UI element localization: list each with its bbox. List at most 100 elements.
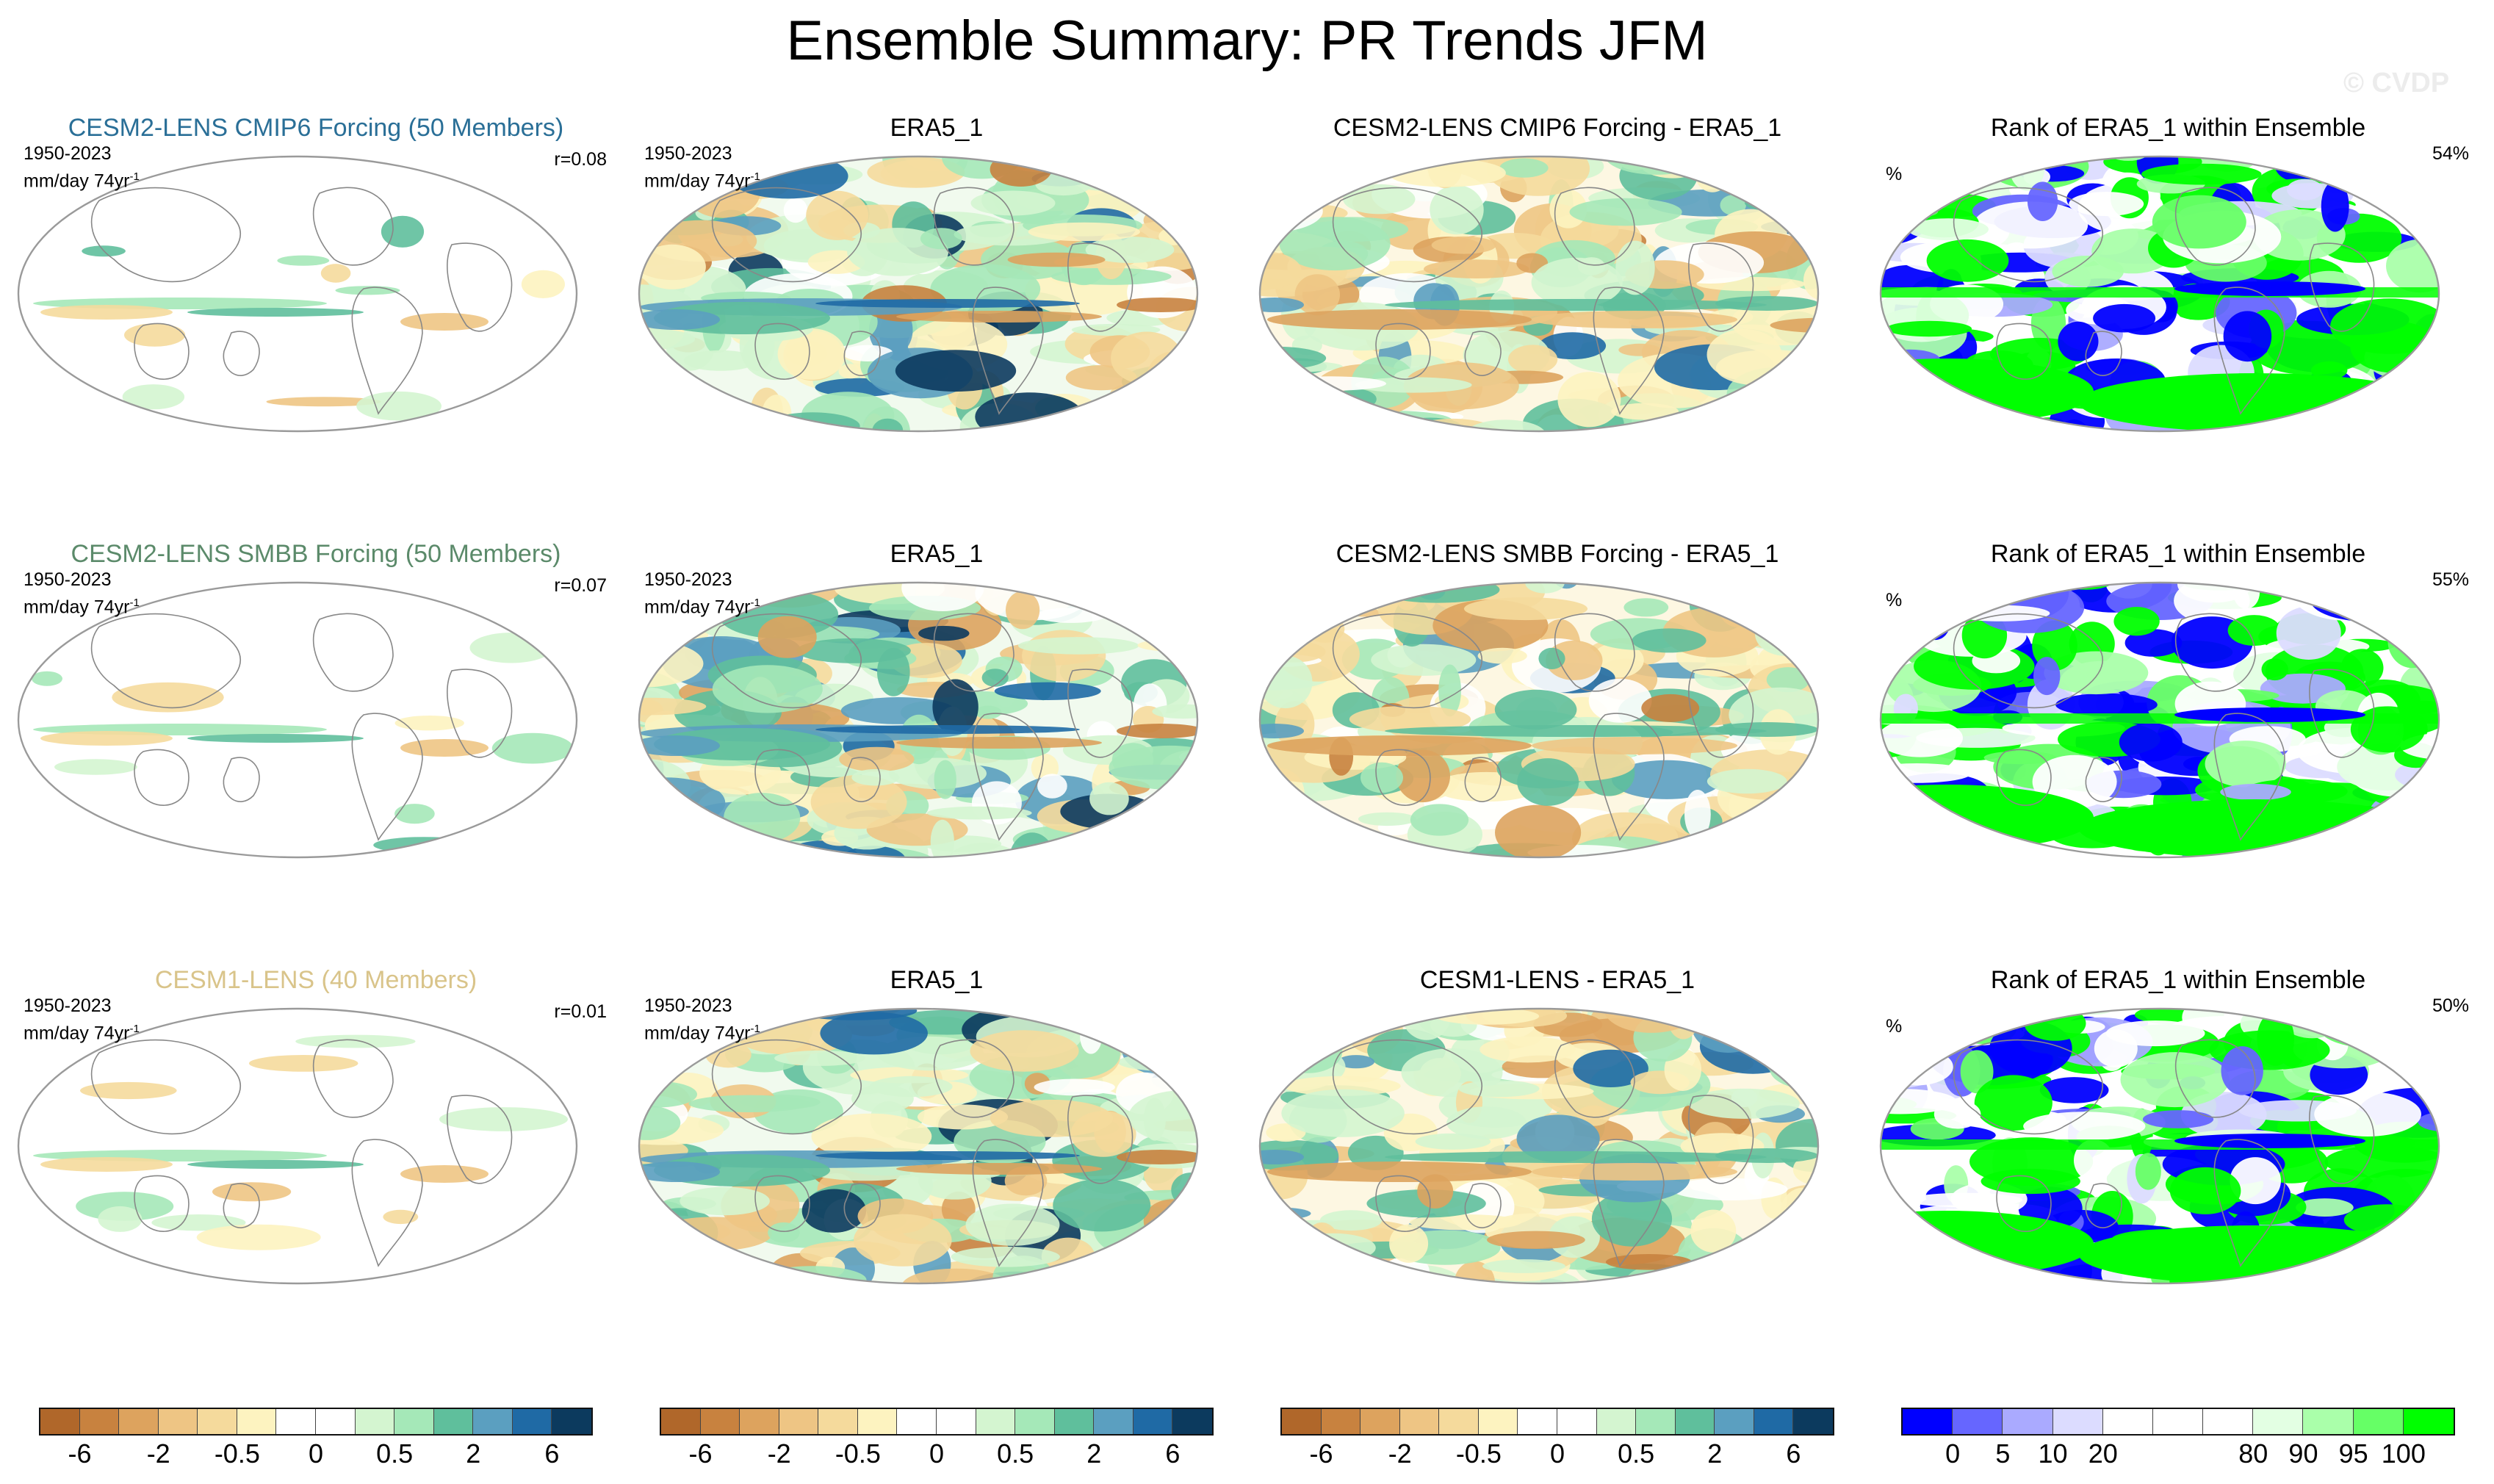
colorbar-tick-label: -2 <box>767 1438 791 1469</box>
units-exponent: -1 <box>129 170 140 183</box>
colorbar-box <box>1636 1409 1676 1434</box>
period-label: 1950-2023 <box>644 143 732 164</box>
obs-map <box>638 155 1199 433</box>
units-exponent: -1 <box>750 597 760 609</box>
colorbar-box <box>119 1409 159 1434</box>
colorbar-tick-label: 5 <box>1995 1438 2011 1469</box>
colorbar-box <box>1133 1409 1173 1434</box>
pattern-correlation: r=0.01 <box>554 1001 607 1022</box>
ens-map <box>17 581 578 859</box>
colorbar-box <box>1015 1409 1055 1434</box>
panel-row1-rank: Rank of ERA5_1 within Ensemble% 54% <box>1870 114 2487 539</box>
colorbar-box <box>1399 1409 1440 1434</box>
units-label: mm/day 74yr-1 <box>644 591 760 619</box>
panel-row2-rank: Rank of ERA5_1 within Ensemble% 55% <box>1870 540 2487 965</box>
colorbar-tick-label: 0.5 <box>376 1438 414 1469</box>
colorbar-box <box>2353 1409 2404 1434</box>
obs-map-field <box>639 1009 1197 1283</box>
rank-map-field <box>1881 583 2439 857</box>
units-text: mm/day 74yr <box>644 597 751 618</box>
rank-panel-title: Rank of ERA5_1 within Ensemble <box>1990 540 2366 568</box>
colorbar-tick-label: 20 <box>2088 1438 2118 1469</box>
colorbar-tick-label: 6 <box>1165 1438 1181 1469</box>
colorbar-box <box>1557 1409 1597 1434</box>
colorbar-box <box>1953 1409 2003 1434</box>
percent-symbol: % <box>1886 590 1903 610</box>
colorbar-box <box>700 1409 740 1434</box>
units-exponent: -1 <box>129 597 140 609</box>
colorbar-box <box>1903 1409 1953 1434</box>
panel-row1-obs: ERA5_1 1950-2023 mm/day 74yr-1 <box>628 114 1245 539</box>
colorbar-box <box>394 1409 434 1434</box>
trend-colorbar-2: -6 -2 -0.5 0 0.5 2 6 <box>660 1408 1219 1469</box>
rank-map <box>1879 1007 2440 1285</box>
colorbar-box <box>2203 1409 2254 1434</box>
obs-panel-title: ERA5_1 <box>890 540 984 568</box>
colorbar-box <box>2253 1409 2304 1434</box>
colorbar-tick-label: -0.5 <box>1455 1438 1502 1469</box>
colorbar-tick-label: -6 <box>68 1438 92 1469</box>
ens-panel-title: CESM2-LENS CMIP6 Forcing (50 Members) <box>68 114 564 142</box>
ens-map <box>17 155 578 433</box>
colorbar-boxes <box>660 1408 1214 1436</box>
units-text: mm/day 74yr <box>644 170 751 192</box>
pattern-correlation: r=0.07 <box>554 575 607 596</box>
obs-map-field <box>639 156 1197 431</box>
colorbar-box <box>473 1409 513 1434</box>
units-label: mm/day 74yr-1 <box>644 1017 760 1045</box>
colorbar-box <box>857 1409 898 1434</box>
units-exponent: -1 <box>129 1023 140 1035</box>
obs-panel-title: ERA5_1 <box>890 114 984 142</box>
diff-map <box>1258 581 1820 859</box>
period-label: 1950-2023 <box>24 995 112 1016</box>
period-label: 1950-2023 <box>24 569 112 590</box>
colorbar-tick-label: 0.5 <box>1618 1438 1655 1469</box>
colorbar-tick-label: -2 <box>1388 1438 1412 1469</box>
units-label: mm/day 74yr-1 <box>644 165 760 192</box>
colorbar-box <box>2152 1409 2204 1434</box>
diff-map <box>1258 1007 1820 1285</box>
colorbar-box <box>1094 1409 1134 1434</box>
rank-percent: 54% <box>2432 143 2469 164</box>
units-label: mm/day 74yr-1 <box>24 1017 140 1045</box>
colorbar-box <box>40 1409 80 1434</box>
rank-map-field <box>1881 1009 2439 1283</box>
colorbar-tick-label: 0 <box>308 1438 324 1469</box>
ens-map-field <box>18 156 577 431</box>
ens-map-field <box>18 1009 577 1283</box>
colorbar-box <box>779 1409 819 1434</box>
colorbar-tick-label: 2 <box>1086 1438 1102 1469</box>
panel-row3-rank: Rank of ERA5_1 within Ensemble% 50% <box>1870 966 2487 1391</box>
panel-row2-ens: CESM2-LENS SMBB Forcing (50 Members) 1950… <box>7 540 624 965</box>
panel-row2-diff: CESM2-LENS SMBB Forcing - ERA5_1 <box>1249 540 1866 965</box>
ens-map-field <box>18 583 577 857</box>
obs-panel-title: ERA5_1 <box>890 966 984 994</box>
colorbar-box <box>1478 1409 1518 1434</box>
period-label: 1950-2023 <box>644 995 732 1016</box>
panel-row1-ens: CESM2-LENS CMIP6 Forcing (50 Members) 195… <box>7 114 624 539</box>
trend-colorbar-3: -6 -2 -0.5 0 0.5 2 6 <box>1280 1408 1840 1469</box>
colorbar-box <box>1439 1409 1479 1434</box>
colorbar-tick-label: 6 <box>1786 1438 1801 1469</box>
colorbar-tick-label: 6 <box>544 1438 560 1469</box>
panel-row2-obs: ERA5_1 1950-2023 mm/day 74yr-1 <box>628 540 1245 965</box>
colorbar-box <box>237 1409 277 1434</box>
colorbar-tick-label: 10 <box>2038 1438 2068 1469</box>
units-text: mm/day 74yr <box>644 1023 751 1044</box>
diff-map-field <box>1260 583 1818 857</box>
colorbar-box <box>355 1409 395 1434</box>
rank-percent: 50% <box>2432 995 2469 1016</box>
diff-map-field <box>1260 156 1818 431</box>
diff-panel-title: CESM2-LENS SMBB Forcing - ERA5_1 <box>1336 540 1779 568</box>
units-text: mm/day 74yr <box>24 1023 130 1044</box>
colorbar-boxes <box>39 1408 593 1436</box>
panel-row3-ens: CESM1-LENS (40 Members) 1950-2023 mm/day 7… <box>7 966 624 1391</box>
period-label: 1950-2023 <box>644 569 732 590</box>
colorbar-tick-label: 90 <box>2288 1438 2318 1469</box>
percent-symbol: % <box>1886 1016 1903 1037</box>
period-label: 1950-2023 <box>24 143 112 164</box>
colorbar-box <box>1321 1409 1361 1434</box>
colorbar-box <box>198 1409 237 1434</box>
colorbar-tick-label: 80 <box>2238 1438 2268 1469</box>
units-text: mm/day 74yr <box>24 170 130 192</box>
